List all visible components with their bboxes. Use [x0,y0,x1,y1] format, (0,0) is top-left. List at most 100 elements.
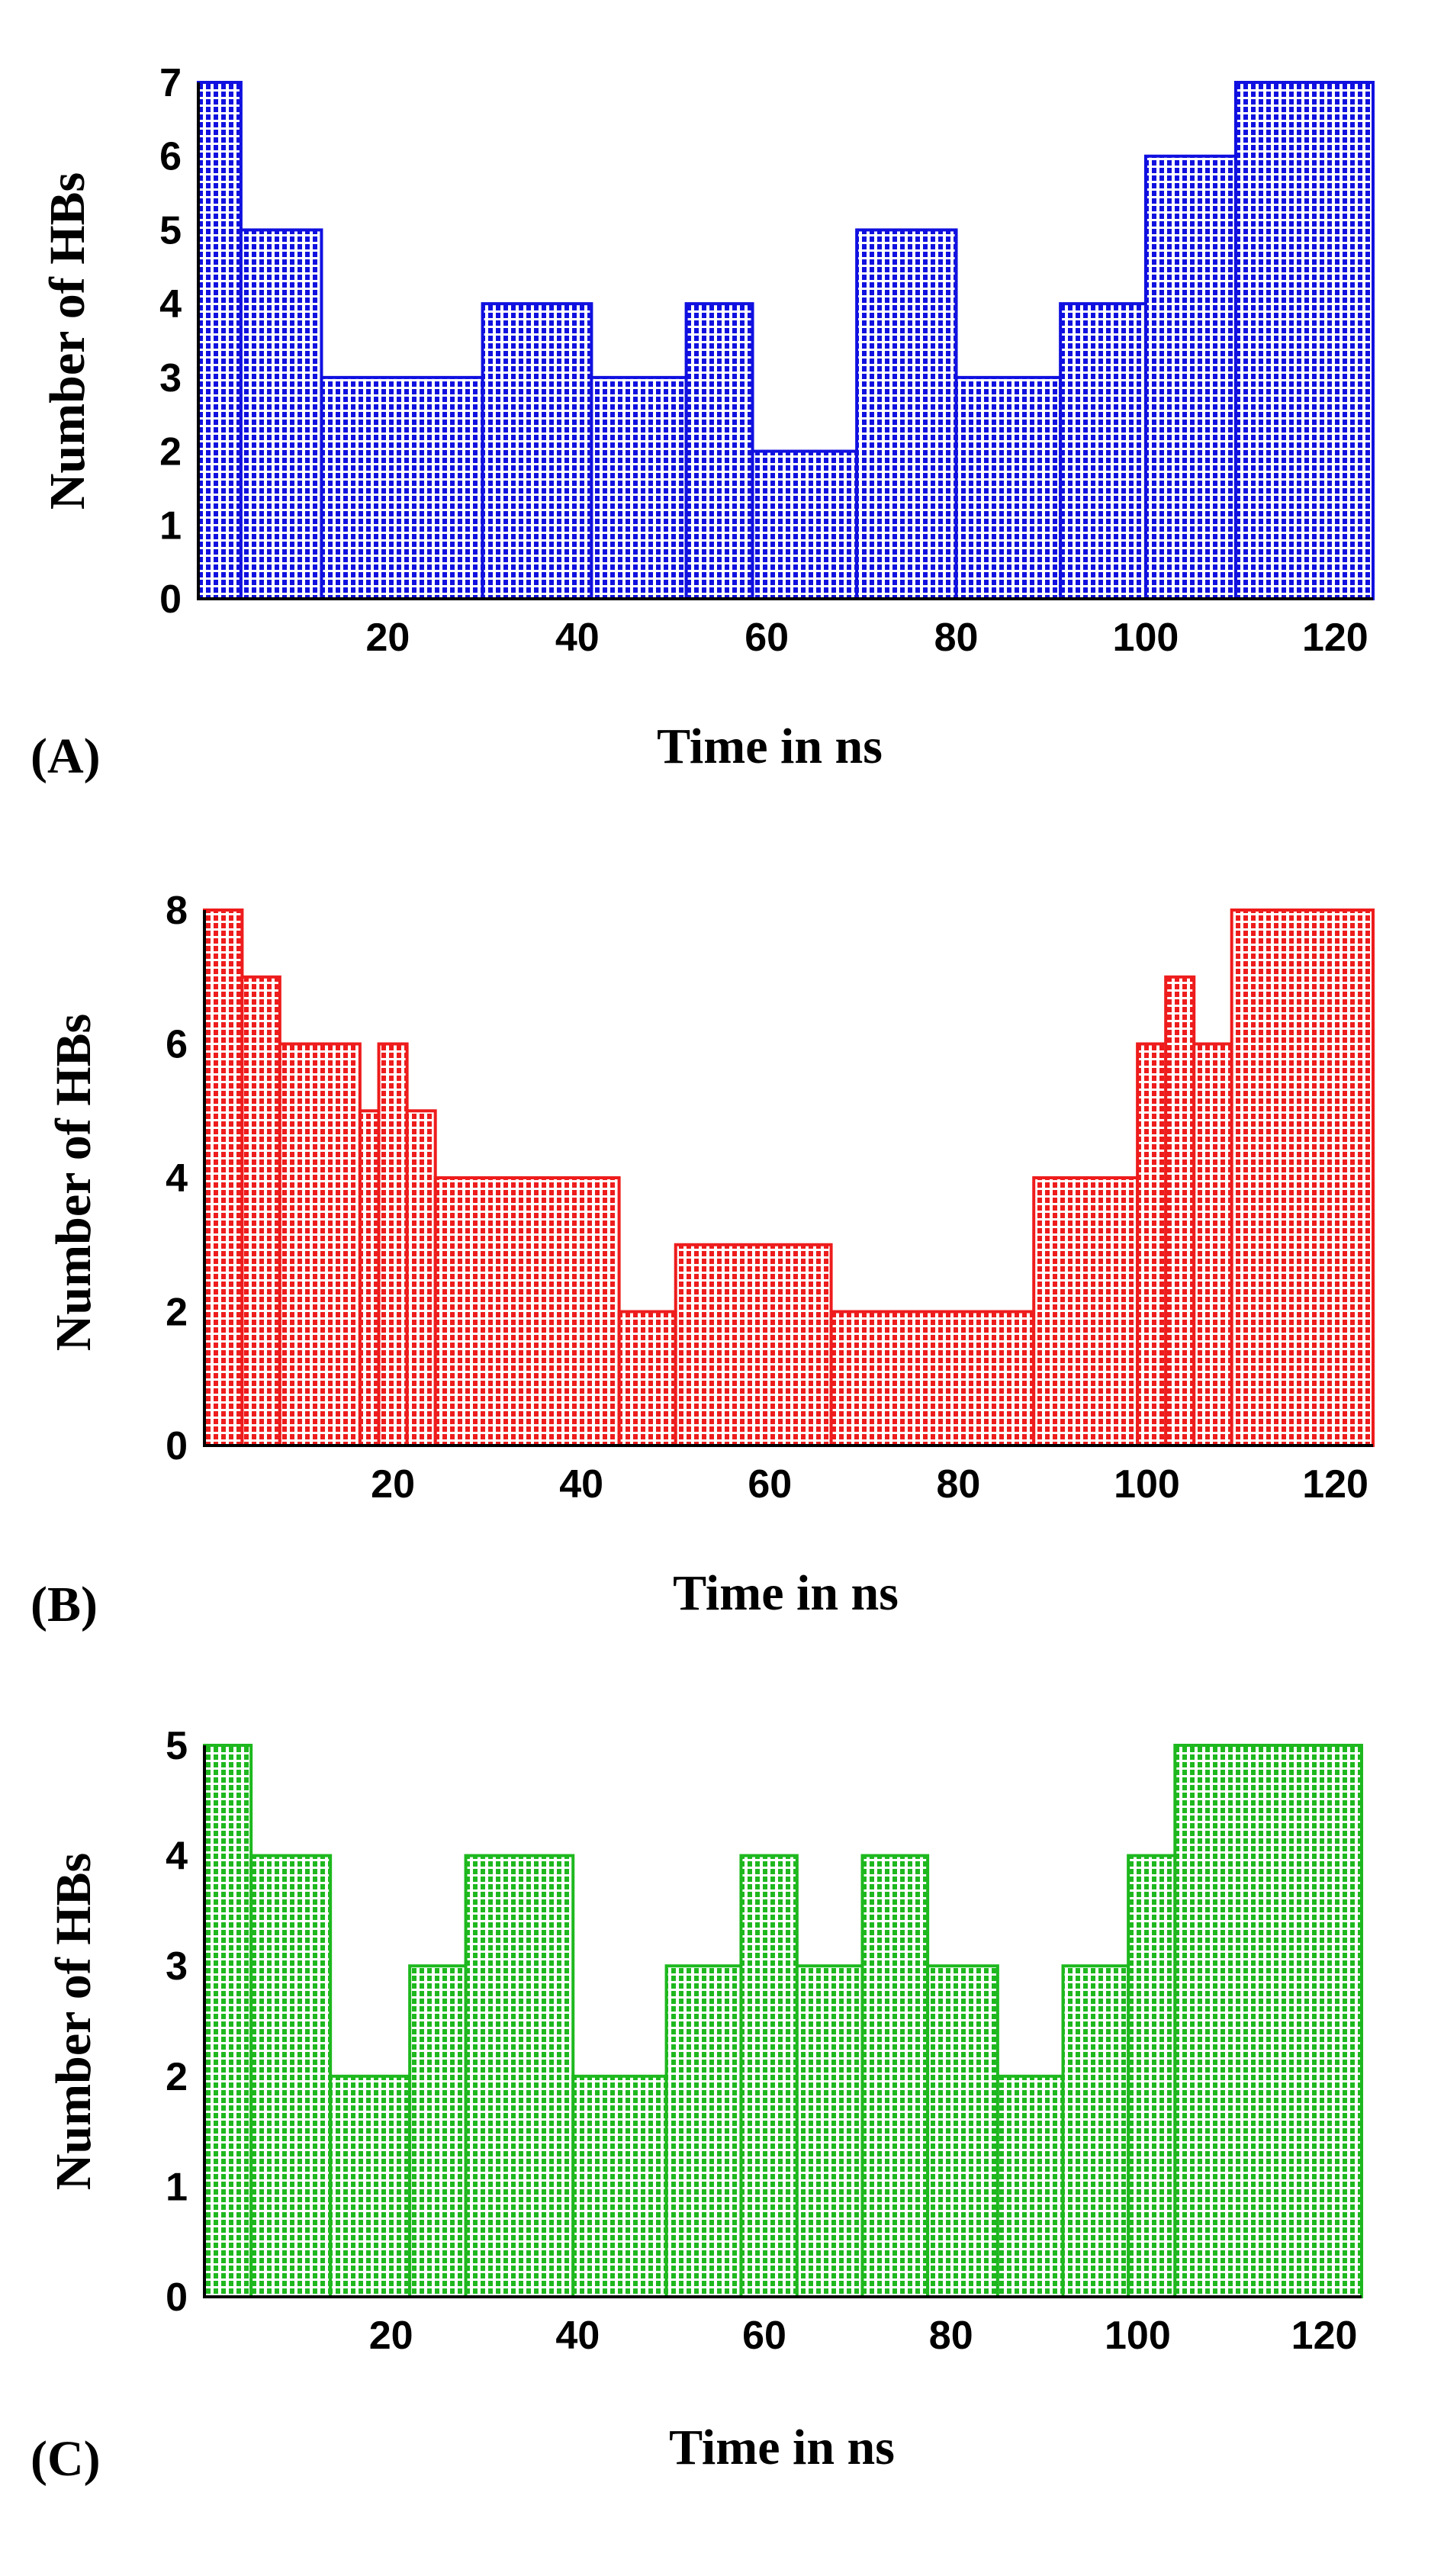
bar-c-7 [739,1854,799,2299]
bar-c-9 [860,1854,930,2299]
x-axis-title-a: Time in ns [657,719,883,774]
bar-c-5 [571,2074,668,2299]
bar-c-1 [249,1854,333,2299]
x-ticks-b: 20 40 60 80 100 120 [371,1462,1368,1507]
x-axis-title-b: Time in ns [673,1565,899,1621]
bar-b-13 [1192,1042,1233,1447]
bar-c-4 [464,1854,575,2299]
bar-b-2 [278,1042,362,1447]
panel-c: 0 1 2 3 4 5 20 40 60 80 100 120 Number of HBs Time… [31,1724,1364,2487]
x-tick-label: 120 [1302,1462,1368,1507]
bars-c [203,1744,1364,2299]
bar-c-6 [664,1964,743,2298]
bar-b-8 [674,1243,833,1447]
y-tick-label: 5 [159,208,182,252]
y-tick-label: 4 [166,1835,188,1879]
x-ticks-c: 20 40 60 80 100 120 [369,2314,1358,2358]
bar-a-0 [197,81,243,600]
bar-a-3 [481,302,593,600]
panel-label-c: (C) [31,2431,101,2487]
x-ticks-a: 20 40 60 80 100 120 [365,616,1368,660]
x-tick-label: 120 [1291,2314,1358,2358]
y-tick-label: 6 [159,135,182,179]
bar-b-7 [617,1310,677,1447]
y-tick-label: 1 [159,503,182,548]
bars-b [203,909,1375,1447]
y-tick-label: 0 [166,2275,188,2320]
y-tick-label: 2 [166,2055,188,2099]
bar-c-0 [203,1744,253,2298]
y-tick-label: 2 [166,1291,188,1335]
x-tick-label: 80 [936,1462,980,1507]
bar-b-11 [1136,1042,1168,1447]
bar-b-4 [377,1042,409,1447]
y-axis-title-b: Number of HBs [46,1014,101,1351]
y-ticks-a: 0 1 2 3 4 5 6 7 [159,61,182,622]
y-tick-label: 3 [166,1944,188,1989]
bar-c-10 [926,1964,999,2298]
bar-b-10 [1032,1176,1140,1447]
x-tick-label: 80 [934,616,979,660]
x-tick-label: 20 [371,1462,415,1507]
x-tick-label: 60 [742,2314,786,2358]
y-tick-label: 7 [159,61,182,105]
bar-c-12 [1061,1964,1130,2298]
bar-c-8 [795,1964,864,2298]
bar-a-5 [684,302,754,600]
x-axis-title-c: Time in ns [669,2420,895,2475]
x-tick-label: 60 [748,1462,792,1507]
bar-b-1 [240,975,281,1447]
panel-label-b: (B) [31,1577,98,1632]
x-tick-label: 120 [1302,616,1368,660]
bar-b-12 [1164,975,1196,1447]
y-tick-label: 4 [159,282,182,326]
y-ticks-c: 0 1 2 3 4 5 [166,1724,188,2320]
bars-a [197,81,1375,600]
bar-b-6 [433,1176,621,1447]
y-tick-label: 8 [166,889,188,933]
y-tick-label: 3 [159,356,182,400]
y-tick-label: 0 [166,1424,188,1468]
bar-b-5 [405,1109,437,1447]
y-axis-title-c: Number of HBs [46,1853,101,2190]
x-tick-label: 100 [1105,2314,1171,2358]
x-tick-label: 60 [745,616,789,660]
bar-c-14 [1173,1744,1364,2298]
bar-a-11 [1233,81,1375,600]
x-tick-label: 20 [369,2314,413,2358]
x-tick-label: 80 [929,2314,973,2358]
bar-a-2 [320,375,484,600]
y-tick-label: 0 [159,577,182,622]
bar-a-4 [590,375,688,600]
bar-a-10 [1143,154,1237,600]
bar-c-13 [1127,1854,1177,2299]
bar-a-8 [954,375,1063,600]
x-tick-label: 40 [555,616,600,660]
panel-a: 0 1 2 3 4 5 6 7 20 40 60 80 100 120 Number of HBs Ti… [31,61,1375,784]
bar-a-9 [1059,302,1147,600]
y-ticks-b: 0 2 4 6 8 [166,889,188,1468]
bar-c-11 [995,2074,1065,2299]
y-tick-label: 6 [166,1023,188,1067]
x-tick-label: 40 [559,1462,603,1507]
y-tick-label: 1 [166,2165,188,2209]
x-tick-label: 40 [555,2314,600,2358]
bar-a-6 [751,449,859,600]
panel-b: 0 2 4 6 8 20 40 60 80 100 120 Number of HBs Time … [31,889,1375,1632]
y-axis-title-a: Number of HBs [40,172,95,510]
bar-a-7 [855,228,958,600]
bar-a-1 [239,228,323,600]
bar-b-9 [829,1310,1036,1447]
y-tick-label: 2 [159,430,182,474]
x-tick-label: 20 [365,616,410,660]
bar-b-0 [203,909,244,1447]
x-tick-label: 100 [1113,616,1179,660]
bar-b-14 [1230,909,1375,1447]
y-tick-label: 4 [166,1156,188,1201]
bar-c-2 [329,2074,412,2299]
bar-c-3 [408,1964,468,2298]
bar-b-3 [358,1109,381,1447]
panel-label-a: (A) [31,728,101,784]
y-tick-label: 5 [166,1724,188,1768]
